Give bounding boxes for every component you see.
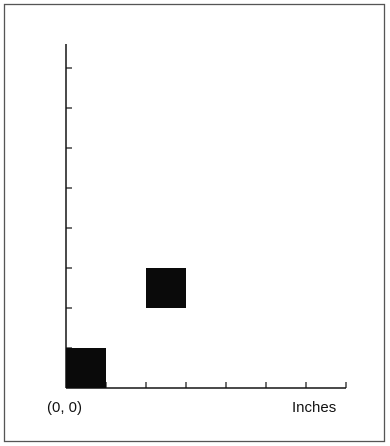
- x-axis-ticks: [105, 382, 347, 388]
- square-marks: [66, 268, 186, 388]
- square-at-2-2: [146, 268, 186, 308]
- square-at-origin: [66, 348, 106, 388]
- origin-label: (0, 0): [47, 399, 82, 416]
- figure-border: [3, 3, 386, 443]
- y-axis-ticks: [66, 67, 72, 349]
- x-unit-label: Inches: [292, 399, 336, 416]
